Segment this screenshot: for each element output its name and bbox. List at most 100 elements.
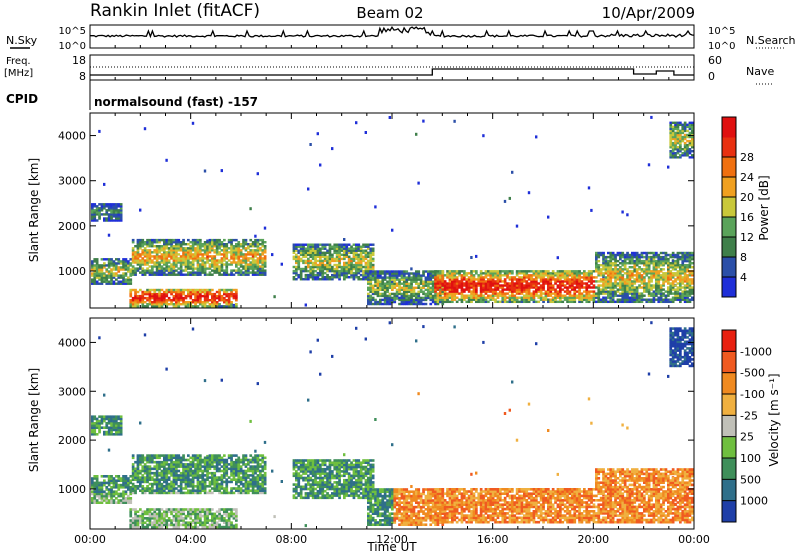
echo-cell (662, 282, 665, 285)
echo-cell (321, 261, 325, 265)
echo-cell (242, 245, 245, 248)
echo-cell (547, 274, 550, 277)
echo-cell (465, 284, 469, 287)
echo-cell (376, 302, 380, 306)
echo-cell (640, 296, 644, 299)
echo-cell (686, 286, 689, 289)
echo-cell (95, 213, 99, 216)
echo-cell (448, 280, 452, 283)
echo-cell (148, 512, 152, 516)
echo-cell (143, 261, 147, 264)
echo-cell (647, 288, 651, 291)
echo-cell (333, 251, 337, 255)
echo-cell (91, 424, 94, 427)
echo-cell (369, 276, 373, 279)
echo-cell (643, 259, 646, 263)
echo-cell (547, 276, 550, 279)
echo-cell (326, 257, 329, 261)
echo-cell (98, 490, 101, 493)
echo-cell (676, 156, 680, 159)
echo-cell (664, 294, 668, 297)
echo-cell (148, 469, 152, 473)
echo-cell (489, 282, 493, 285)
echo-cell (91, 490, 94, 493)
echo-cell (340, 245, 344, 248)
echo-cell (141, 458, 145, 462)
echo-cell (91, 278, 94, 281)
echo-cell (103, 280, 106, 283)
echo-cell (544, 298, 548, 301)
echo-cell (683, 268, 687, 271)
echo-cell (194, 259, 197, 262)
echo-cell (691, 288, 694, 291)
echo-cell (542, 292, 545, 295)
echo-cell (501, 290, 505, 293)
echo-cell (187, 267, 190, 270)
echo-cell (141, 517, 145, 520)
echo-cell (319, 163, 322, 167)
echo-cell (148, 257, 152, 260)
echo-cell (686, 125, 689, 129)
echo-cell (655, 270, 658, 273)
echo-cell (542, 278, 545, 281)
echo-cell (532, 272, 536, 275)
echo-cell (196, 305, 200, 308)
echo-cell (295, 253, 298, 257)
echo-cell (623, 282, 627, 285)
echo-cell (419, 282, 423, 285)
echo-cell (155, 478, 159, 481)
echo-cell (316, 265, 320, 269)
echo-cell (153, 290, 157, 294)
echo-cell (355, 253, 358, 257)
echo-cell (679, 133, 682, 137)
echo-cell (223, 257, 226, 260)
echo-cell (163, 241, 166, 244)
echo-cell (475, 294, 478, 297)
echo-cell (597, 272, 601, 275)
echo-cell (671, 262, 675, 265)
echo-cell (587, 300, 591, 304)
echo-cell (496, 292, 500, 295)
echo-cell (261, 259, 265, 262)
echo-cell (206, 253, 209, 256)
echo-cell (626, 286, 629, 289)
echo-cell (141, 243, 145, 246)
echo-cell (189, 267, 193, 270)
echo-cell (165, 471, 169, 475)
echo-cell (247, 253, 250, 256)
echo-cell (479, 270, 483, 273)
echo-cell (115, 483, 118, 487)
echo-cell (165, 456, 169, 460)
echo-cell (549, 284, 553, 287)
echo-cell (172, 247, 176, 250)
echo-cell (304, 276, 308, 279)
echo-cell (369, 261, 373, 265)
echo-cell (374, 205, 377, 209)
echo-cell (263, 261, 267, 264)
echo-cell (141, 253, 145, 256)
echo-cell (93, 209, 97, 212)
echo-cell (129, 488, 133, 491)
echo-cell (633, 270, 637, 273)
echo-cell (155, 465, 159, 468)
echo-cell (592, 286, 596, 289)
echo-cell (400, 296, 404, 300)
echo-cell (614, 282, 617, 285)
echo-cell (93, 217, 97, 220)
echo-cell (607, 270, 610, 273)
echo-cell (563, 278, 567, 281)
echo-cell (131, 303, 135, 306)
echo-cell (635, 259, 639, 263)
echo-cell (115, 475, 118, 478)
echo-cell (177, 247, 181, 250)
echo-cell (559, 272, 562, 275)
echo-cell (98, 215, 101, 218)
echo-cell (679, 270, 682, 273)
echo-cell (407, 276, 411, 279)
echo-cell (143, 517, 147, 520)
echo-cell (371, 302, 375, 306)
echo-cell (374, 276, 377, 279)
echo-cell (134, 523, 137, 527)
echo-cell (367, 261, 370, 265)
echo-cell (527, 276, 531, 279)
